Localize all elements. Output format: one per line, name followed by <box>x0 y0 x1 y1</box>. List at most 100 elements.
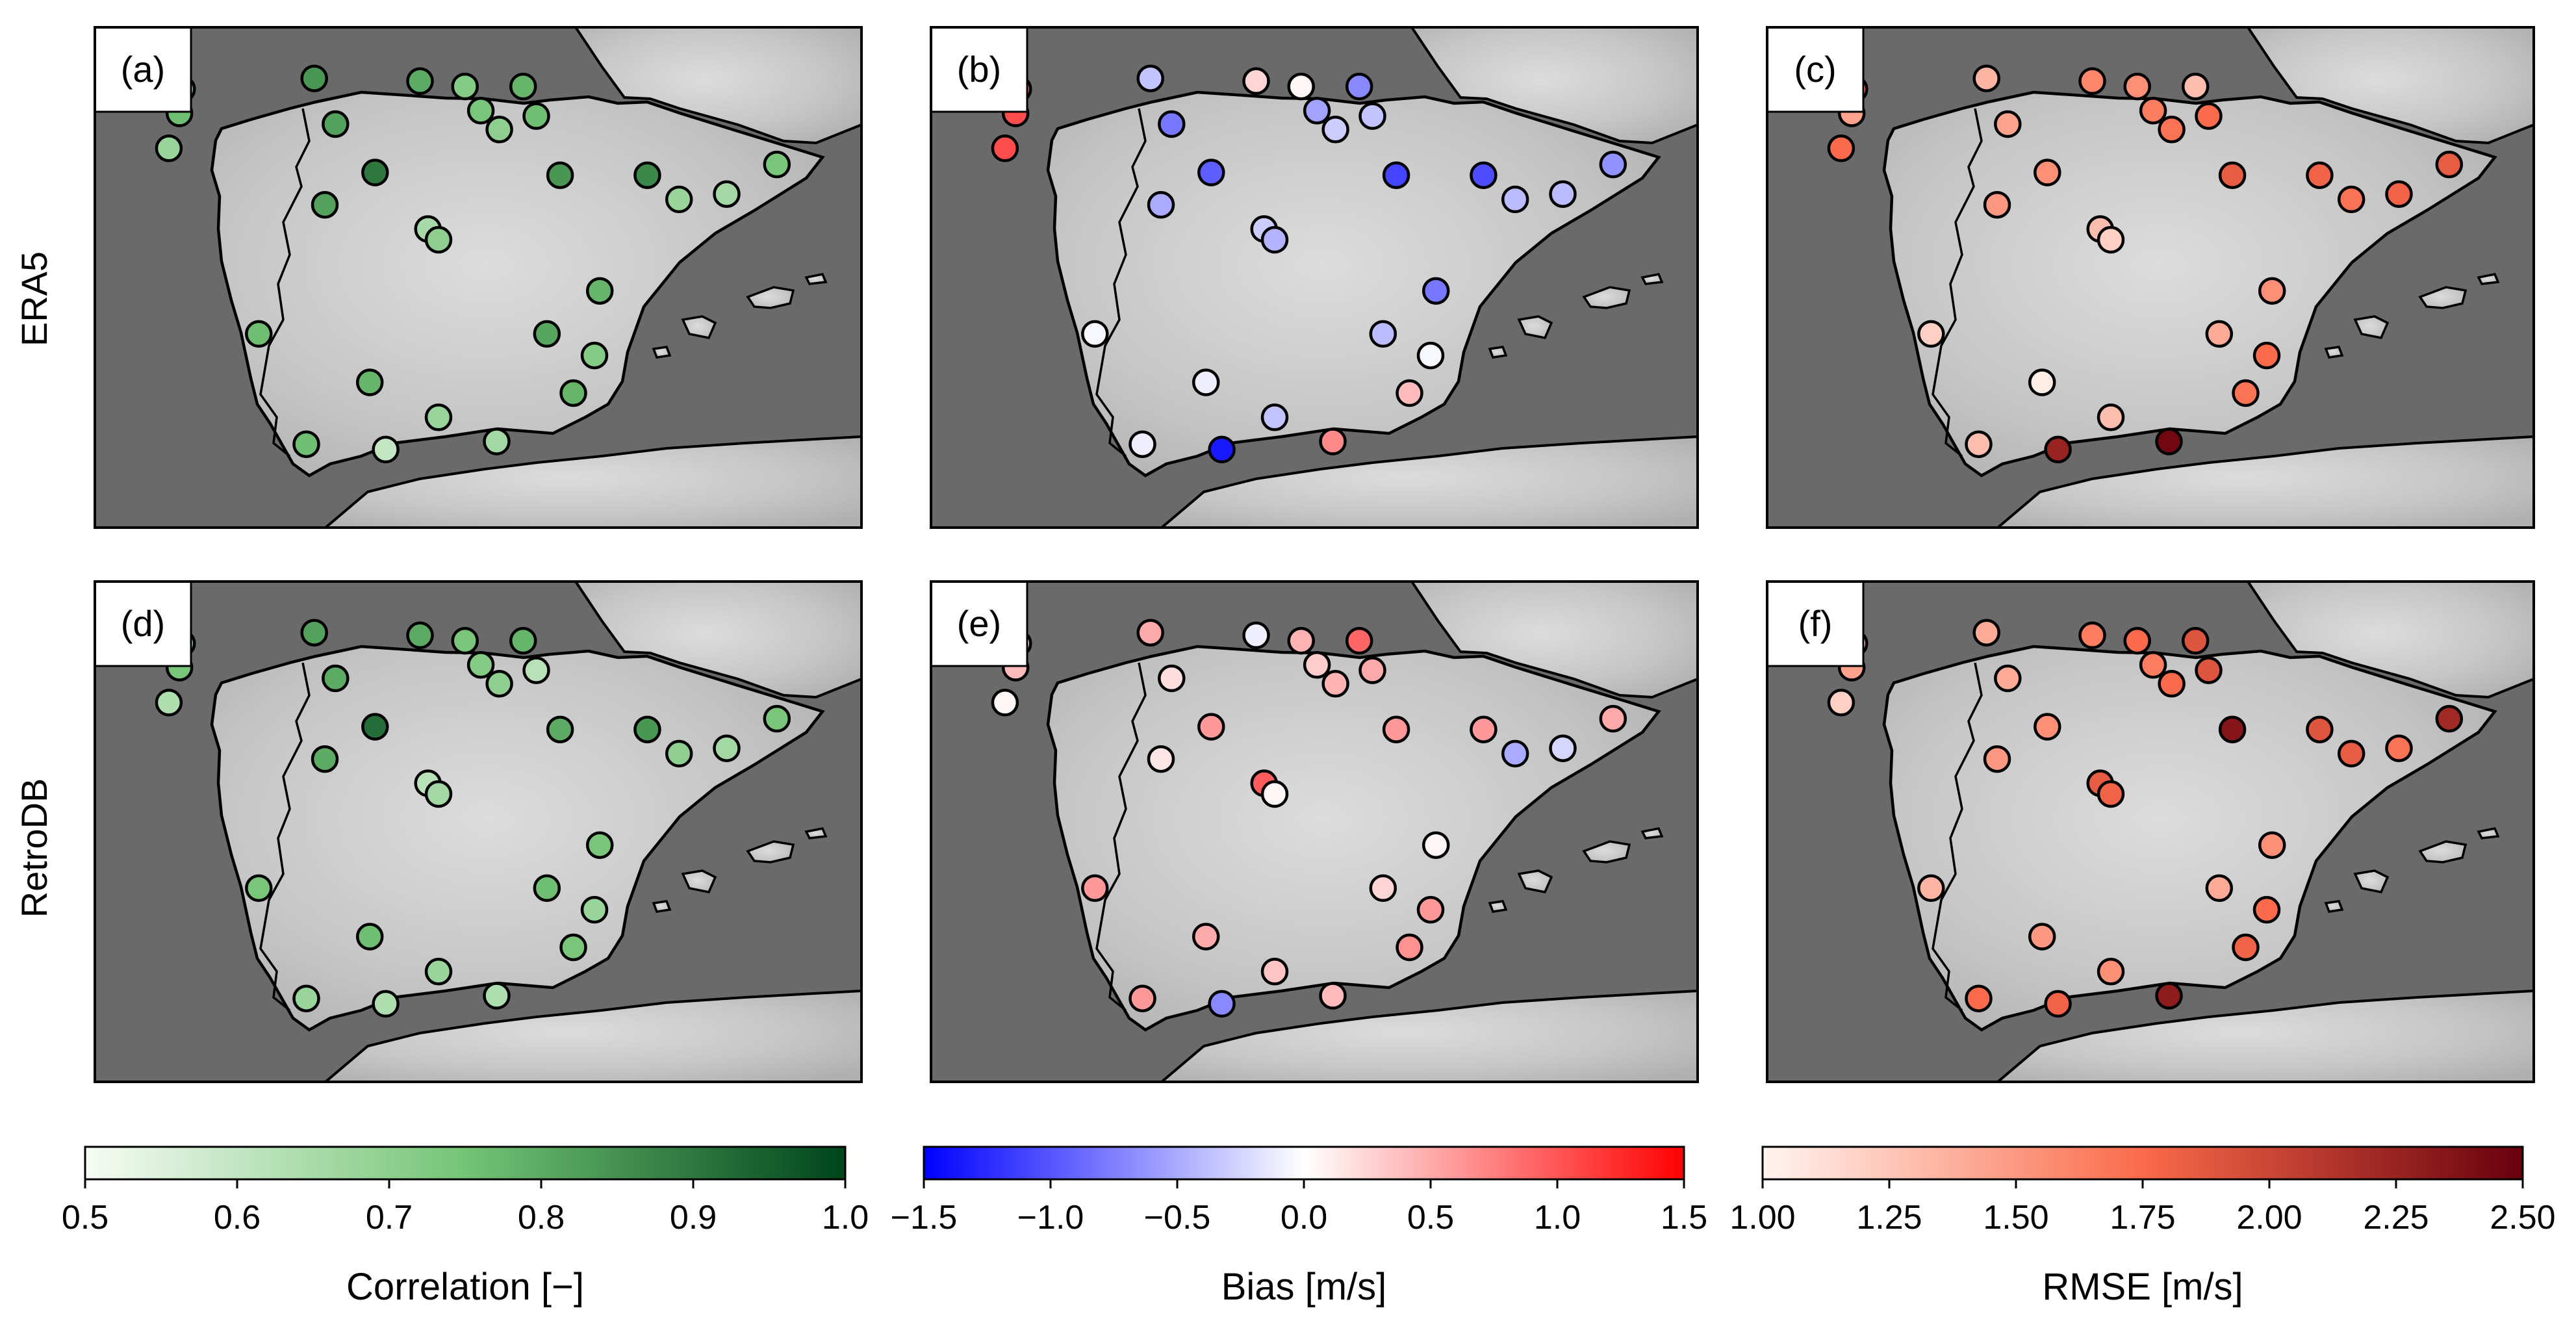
station-marker <box>1321 670 1349 698</box>
station-marker <box>2097 225 2125 254</box>
island-3 <box>652 900 672 913</box>
island-3 <box>652 346 672 359</box>
colorbar-tick-label: 0.5 <box>1407 1199 1454 1236</box>
station-marker <box>1972 619 2000 647</box>
station-marker <box>451 626 479 655</box>
station-marker <box>763 704 791 733</box>
station-marker <box>1369 320 1397 348</box>
station-marker <box>1260 780 1289 808</box>
station-marker <box>522 102 550 130</box>
station-marker <box>546 715 574 743</box>
colorbar-tick-label: 2.25 <box>2363 1199 2429 1236</box>
island-2 <box>804 273 828 285</box>
station-marker <box>466 651 495 679</box>
island-0 <box>681 869 717 893</box>
station-marker <box>1321 116 1349 144</box>
colorbar-rmse: RMSE [m/s] 1.00 1.25 1.50 1.75 2.00 2.25 2.50 <box>1729 1146 2556 1308</box>
station-marker <box>2139 651 2167 679</box>
panel-label: (a) <box>121 49 165 90</box>
island-2 <box>1640 827 1664 839</box>
station-marker <box>2252 341 2281 370</box>
station-marker <box>1422 831 1450 859</box>
station-marker <box>1549 734 1577 762</box>
colorbar-tick-label: 1.50 <box>1983 1199 2048 1236</box>
station-marker <box>633 715 661 743</box>
station-marker <box>424 780 453 808</box>
colorbar-bias-label: Bias [m/s] <box>1221 1266 1387 1308</box>
station-marker <box>2232 933 2260 962</box>
station-marker <box>424 403 453 431</box>
station-marker <box>1287 626 1315 655</box>
station-marker <box>361 159 389 186</box>
panel-label: (e) <box>957 603 1001 644</box>
panel-d: (d) <box>94 580 863 1083</box>
station-marker <box>2306 161 2334 189</box>
station-marker <box>1319 982 1347 1010</box>
panel-label-box <box>94 26 192 113</box>
station-marker <box>533 320 561 348</box>
island-3 <box>1488 900 1508 913</box>
station-marker <box>2232 379 2260 407</box>
panel-b: (b) <box>930 26 1699 529</box>
station-marker <box>1972 64 2000 92</box>
station-marker <box>580 341 609 370</box>
colorbar-tick-label: −0.5 <box>1144 1199 1211 1236</box>
station-marker <box>1965 430 1993 458</box>
station-marker <box>559 379 587 407</box>
panel-label: (c) <box>1794 49 1836 90</box>
station-marker <box>1994 664 2022 693</box>
panel-frame <box>94 580 863 1083</box>
station-marker <box>1242 67 1270 96</box>
station-marker <box>1208 435 1236 464</box>
station-marker <box>1158 664 1186 693</box>
station-marker <box>485 670 513 698</box>
station-marker <box>1192 923 1220 951</box>
colorbar-correlation-label: Correlation [−] <box>346 1266 584 1308</box>
panel-label: (b) <box>957 49 1001 90</box>
station-marker <box>546 161 574 189</box>
island-3 <box>2324 346 2344 359</box>
row-label-retrodb: RetroDB <box>14 778 55 918</box>
colorbar-tick-label: 1.0 <box>1534 1199 1581 1236</box>
station-marker <box>355 368 384 396</box>
station-marker <box>372 435 400 464</box>
station-marker <box>1147 190 1175 219</box>
station-marker <box>763 150 791 179</box>
station-marker <box>1501 739 1529 768</box>
panel-frame <box>1766 580 2535 1083</box>
island-1 <box>1582 840 1631 864</box>
station-marker <box>424 225 453 254</box>
station-marker <box>311 745 339 773</box>
colorbar-tick-label: 2.00 <box>2236 1199 2302 1236</box>
station-marker <box>2044 990 2072 1018</box>
station-marker <box>245 320 273 348</box>
station-marker <box>1136 619 1164 647</box>
panel-frame <box>1766 26 2535 529</box>
station-marker <box>1470 715 1498 743</box>
colorbar-correlation: Correlation [−] 0.5 0.6 0.7 0.8 0.9 1.0 <box>62 1146 869 1308</box>
colorbar-tick-label: 0.7 <box>366 1199 413 1236</box>
station-marker <box>2435 704 2464 733</box>
station-marker <box>2097 403 2125 431</box>
station-marker <box>2139 97 2167 125</box>
station-marker <box>1369 874 1397 903</box>
station-marker <box>1260 225 1289 254</box>
island-2 <box>1640 273 1664 285</box>
station-marker <box>1192 368 1220 396</box>
station-marker <box>406 67 434 96</box>
island-2 <box>804 827 828 839</box>
station-marker <box>155 689 183 717</box>
colorbar-tick-label: −1.0 <box>1017 1199 1084 1236</box>
colorbar-rmse-label: RMSE [m/s] <box>2042 1266 2243 1308</box>
station-marker <box>665 185 693 214</box>
station-marker <box>2435 150 2464 179</box>
station-marker <box>1081 320 1109 348</box>
station-marker <box>2205 320 2234 348</box>
station-marker <box>485 116 513 144</box>
station-marker <box>1136 64 1164 92</box>
station-marker <box>2044 435 2072 464</box>
colorbar-bias-gradient <box>923 1146 1685 1181</box>
station-marker <box>559 933 587 962</box>
colorbar-tick-label: 0.6 <box>214 1199 261 1236</box>
